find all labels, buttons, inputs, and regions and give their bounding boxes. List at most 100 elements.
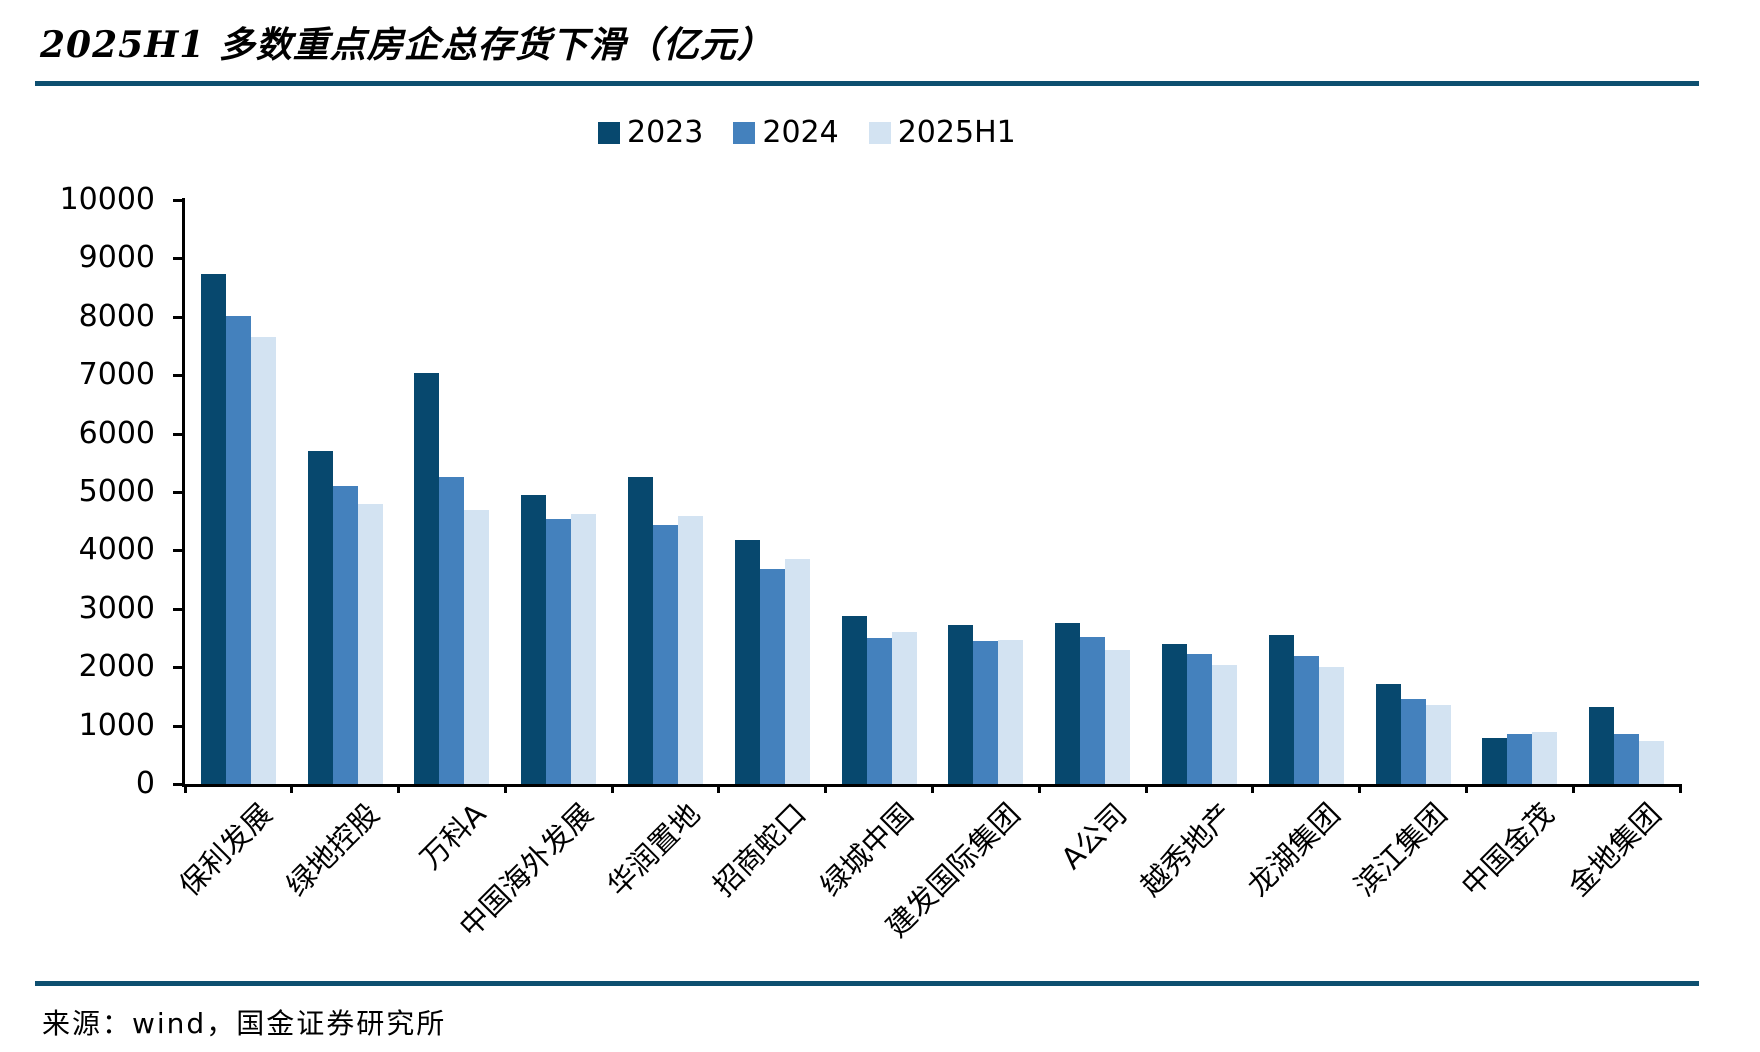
y-axis-tick xyxy=(173,374,182,378)
y-axis-tick xyxy=(173,607,182,611)
x-axis-category-label: 招商蛇口 xyxy=(706,796,813,903)
bar-2024-绿地控股 xyxy=(332,486,358,784)
x-axis-tick xyxy=(1251,784,1255,793)
bar-2025H1-滨江集团 xyxy=(1425,705,1451,784)
bar-2024-越秀地产 xyxy=(1186,653,1212,784)
bar-2023-建发国际集团 xyxy=(948,625,974,784)
y-axis-tick xyxy=(173,257,182,261)
x-axis-tick xyxy=(503,784,507,793)
legend-item-2023: 2023 xyxy=(598,118,703,148)
x-axis-tick xyxy=(610,784,614,793)
bar-2023-华润置地 xyxy=(628,476,654,784)
legend-swatch-2024 xyxy=(733,122,756,144)
x-axis-tick xyxy=(824,784,828,793)
legend-item-2025H1: 2025H1 xyxy=(868,115,1016,150)
x-axis-category-label: 越秀地产 xyxy=(1134,796,1241,903)
y-axis-tick-label: 8000 xyxy=(78,298,155,334)
bar-2025H1-华润置地 xyxy=(678,515,704,784)
bar-2024-中国海外发展 xyxy=(546,518,572,784)
x-axis-category-label: 保利发展 xyxy=(172,796,280,903)
x-axis-category-label: 华润置地 xyxy=(600,796,707,903)
y-axis-tick xyxy=(173,315,182,319)
bar-2024-保利发展 xyxy=(225,316,251,784)
y-axis-tick-label: 10000 xyxy=(59,182,155,217)
y-axis-tick-label: 2000 xyxy=(78,649,155,685)
x-axis-tick xyxy=(1678,784,1682,793)
x-axis-tick xyxy=(1037,784,1041,793)
bar-2024-万科A xyxy=(439,476,465,784)
bar-2023-中国金茂 xyxy=(1482,738,1508,784)
bar-2023-绿地控股 xyxy=(307,450,333,784)
bar-2024-华润置地 xyxy=(653,525,679,784)
x-axis-category-label: 金地集团 xyxy=(1561,796,1668,903)
bar-2023-龙湖集团 xyxy=(1268,635,1294,784)
y-axis-tick-label: 4000 xyxy=(78,532,155,568)
y-axis-tick xyxy=(173,199,182,202)
x-axis-category-label: 绿城中国 xyxy=(813,796,920,903)
y-axis-tick xyxy=(173,724,182,728)
bar-2025H1-金地集团 xyxy=(1639,740,1665,784)
x-axis-tick xyxy=(1464,784,1468,793)
bar-2025H1-招商蛇口 xyxy=(784,559,810,784)
bar-2025H1-绿城中国 xyxy=(891,631,917,784)
bar-2025H1-绿地控股 xyxy=(357,503,383,784)
y-axis-tick xyxy=(173,549,182,553)
bar-2025H1-A公司 xyxy=(1105,649,1131,784)
bar-2024-金地集团 xyxy=(1614,734,1640,784)
bar-2023-招商蛇口 xyxy=(734,540,760,784)
legend-label-2024: 2024 xyxy=(762,115,839,150)
legend-item-2024: 2024 xyxy=(733,115,839,150)
x-axis-tick xyxy=(290,784,294,793)
x-axis-category-label: 万科A xyxy=(413,796,493,876)
bar-2023-万科A xyxy=(414,372,440,784)
source-note: 来源：wind，国金证券研究所 xyxy=(42,1007,447,1040)
bar-2023-越秀地产 xyxy=(1161,643,1187,784)
y-axis-tick xyxy=(173,666,182,670)
y-axis-tick-label: 0 xyxy=(135,766,155,801)
bar-2024-龙湖集团 xyxy=(1293,656,1319,784)
bar-2024-滨江集团 xyxy=(1400,698,1426,784)
legend-label-2025H1: 2025H1 xyxy=(897,115,1016,150)
bar-2025H1-万科A xyxy=(464,509,490,784)
x-axis-tick xyxy=(183,784,187,793)
legend-swatch-2023 xyxy=(598,122,620,144)
x-axis-category-label: 中国金茂 xyxy=(1454,796,1561,903)
x-axis-tick xyxy=(1358,784,1362,793)
bar-2023-A公司 xyxy=(1055,622,1081,784)
y-axis-tick-label: 3000 xyxy=(78,590,155,626)
y-axis-tick xyxy=(173,432,182,436)
bar-2023-滨江集团 xyxy=(1375,683,1401,784)
x-axis-category-label: 绿地控股 xyxy=(279,796,386,903)
y-axis-tick-label: 6000 xyxy=(78,415,155,451)
bar-2024-绿城中国 xyxy=(866,638,892,784)
x-axis-tick xyxy=(1571,784,1575,793)
bar-2024-中国金茂 xyxy=(1507,734,1533,784)
x-axis-category-label: A公司 xyxy=(1054,796,1134,876)
x-axis-tick xyxy=(717,784,721,793)
bar-2023-金地集团 xyxy=(1589,707,1615,784)
bar-2023-中国海外发展 xyxy=(521,494,547,784)
y-axis-line xyxy=(182,198,185,787)
x-axis-tick xyxy=(931,784,934,793)
bar-2025H1-龙湖集团 xyxy=(1318,667,1344,784)
x-axis-tick xyxy=(397,784,401,793)
bar-2024-招商蛇口 xyxy=(759,568,785,784)
y-axis-tick-label: 1000 xyxy=(78,707,155,743)
bar-2023-绿城中国 xyxy=(841,616,867,784)
bar-2025H1-建发国际集团 xyxy=(998,640,1024,784)
bar-2024-建发国际集团 xyxy=(973,640,999,784)
chart-title: 2025H1 多数重点房企总存货下滑（亿元） xyxy=(40,24,774,66)
bar-2025H1-越秀地产 xyxy=(1211,665,1237,784)
legend-label-2023: 2023 xyxy=(627,115,704,150)
y-axis-tick xyxy=(173,491,182,494)
bar-2025H1-中国海外发展 xyxy=(571,513,597,784)
bar-2025H1-保利发展 xyxy=(250,336,276,784)
legend-swatch-2025H1 xyxy=(868,122,891,144)
x-axis-tick xyxy=(1144,784,1148,793)
chart-legend: 2023 2024 2025H1 xyxy=(598,118,1016,148)
y-axis-tick-label: 9000 xyxy=(78,240,155,276)
title-divider-line xyxy=(35,81,1699,86)
x-axis-category-label: 滨江集团 xyxy=(1347,796,1454,903)
